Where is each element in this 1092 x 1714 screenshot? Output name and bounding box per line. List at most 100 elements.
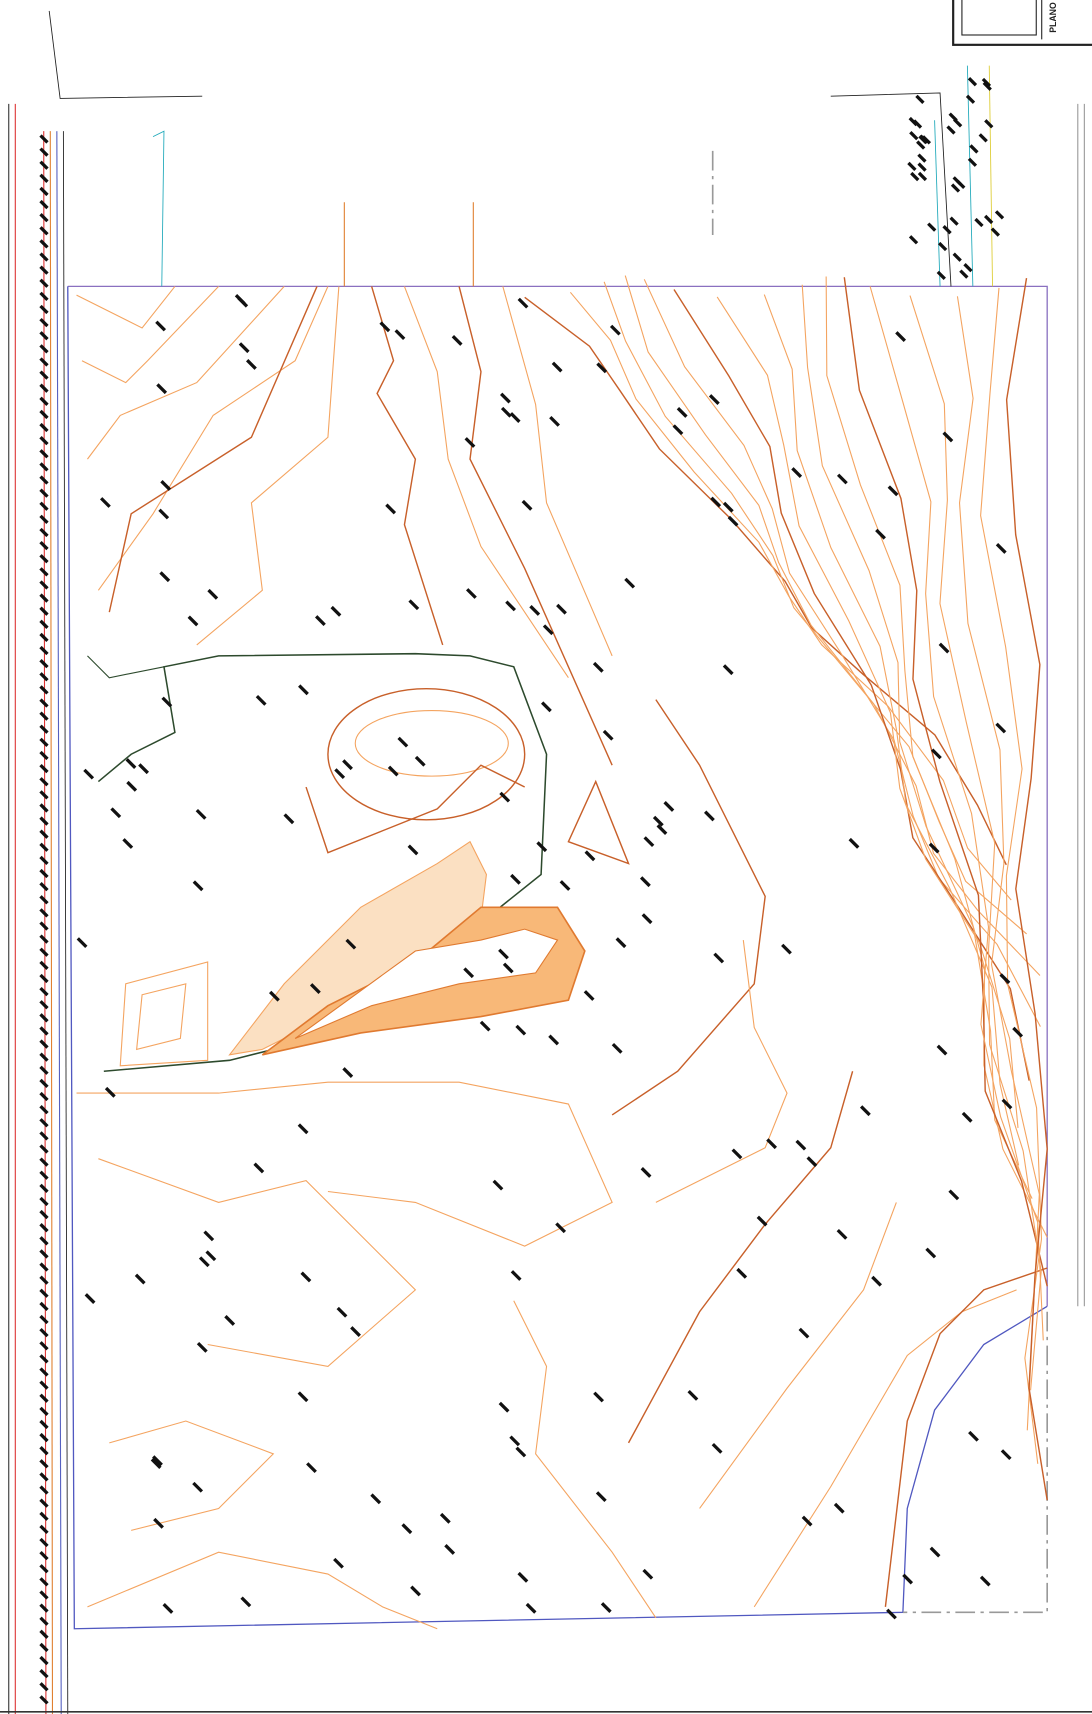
survey-point	[224, 1315, 235, 1326]
survey-point	[968, 158, 977, 167]
survey-point	[522, 500, 533, 511]
survey-point	[39, 921, 48, 930]
survey-point	[39, 1564, 48, 1573]
survey-point	[39, 1354, 48, 1363]
survey-point	[163, 1603, 174, 1614]
survey-point	[39, 1380, 48, 1389]
survey-point	[77, 937, 88, 948]
survey-point	[510, 874, 521, 885]
survey-point	[834, 1503, 845, 1514]
survey-point	[395, 329, 406, 340]
survey-point	[197, 1342, 208, 1353]
survey-point	[39, 1433, 48, 1442]
survey-point	[39, 764, 48, 773]
survey-point	[39, 1472, 48, 1481]
survey-point	[39, 1367, 48, 1376]
survey-points	[39, 77, 1023, 1705]
survey-point	[39, 777, 48, 786]
survey-point	[642, 913, 653, 924]
survey-point	[337, 1307, 348, 1318]
survey-point	[39, 1420, 48, 1429]
survey-point	[39, 1092, 48, 1101]
survey-point	[515, 1025, 526, 1036]
survey-point	[159, 571, 170, 582]
survey-point	[640, 876, 651, 887]
survey-point	[917, 153, 926, 162]
survey-point	[39, 1538, 48, 1547]
contour	[764, 295, 1018, 1166]
contour	[870, 286, 1043, 1340]
survey-point	[39, 961, 48, 970]
survey-point	[501, 407, 512, 418]
survey-point	[910, 172, 919, 181]
survey-point	[984, 119, 993, 128]
survey-point	[298, 684, 309, 695]
survey-point	[493, 1180, 504, 1191]
survey-point	[39, 1079, 48, 1088]
survey-point	[909, 131, 918, 140]
survey-point	[643, 836, 654, 847]
survey-point	[505, 600, 516, 611]
survey-point	[39, 1276, 48, 1285]
survey-point	[239, 342, 250, 353]
survey-point	[895, 331, 906, 342]
survey-point	[39, 1315, 48, 1324]
survey-point	[39, 1499, 48, 1508]
contour	[525, 297, 1007, 864]
plan-linework	[0, 0, 1092, 1714]
survey-point	[452, 335, 463, 346]
survey-point	[917, 162, 926, 171]
survey-point	[39, 1236, 48, 1245]
survey-point	[979, 133, 988, 142]
survey-point	[937, 1045, 948, 1056]
survey-point	[39, 869, 48, 878]
survey-point	[333, 1558, 344, 1569]
survey-point	[401, 1523, 412, 1534]
contour	[844, 277, 1047, 1286]
survey-point	[385, 504, 396, 515]
survey-point	[306, 1462, 317, 1473]
survey-point	[158, 509, 169, 520]
survey-point	[552, 362, 563, 373]
survey-point	[953, 253, 962, 262]
survey-point	[511, 1270, 522, 1281]
survey-point	[728, 516, 739, 527]
survey-point	[39, 1459, 48, 1468]
survey-point	[410, 1586, 421, 1597]
survey-point	[673, 424, 684, 435]
survey-point	[39, 1630, 48, 1639]
survey-point	[732, 1148, 743, 1159]
survey-point	[642, 1569, 653, 1580]
survey-point	[710, 497, 721, 508]
survey-point	[946, 125, 955, 134]
survey-point	[39, 1289, 48, 1298]
survey-point	[918, 172, 927, 181]
survey-point	[39, 725, 48, 734]
survey-point	[584, 990, 595, 1001]
survey-point	[342, 1067, 353, 1078]
survey-point	[39, 1407, 48, 1416]
survey-point	[199, 1256, 210, 1267]
survey-point	[963, 263, 972, 272]
survey-point	[39, 1118, 48, 1127]
survey-point	[39, 1695, 48, 1704]
survey-point	[529, 605, 540, 616]
survey-point	[757, 1216, 768, 1227]
survey-point	[466, 588, 477, 599]
survey-point	[601, 1602, 612, 1613]
survey-point	[39, 1485, 48, 1494]
survey-point	[596, 1491, 607, 1502]
survey-point	[704, 811, 715, 822]
survey-point	[39, 1039, 48, 1048]
survey-point	[39, 1590, 48, 1599]
survey-point	[612, 1043, 623, 1054]
survey-point	[39, 948, 48, 957]
survey-point	[39, 1210, 48, 1219]
survey-point	[246, 359, 257, 370]
survey-point	[713, 953, 724, 964]
survey-point	[610, 325, 621, 336]
survey-point	[298, 1123, 309, 1134]
survey-point	[974, 218, 983, 227]
survey-point	[995, 210, 1004, 219]
survey-point	[188, 616, 199, 627]
